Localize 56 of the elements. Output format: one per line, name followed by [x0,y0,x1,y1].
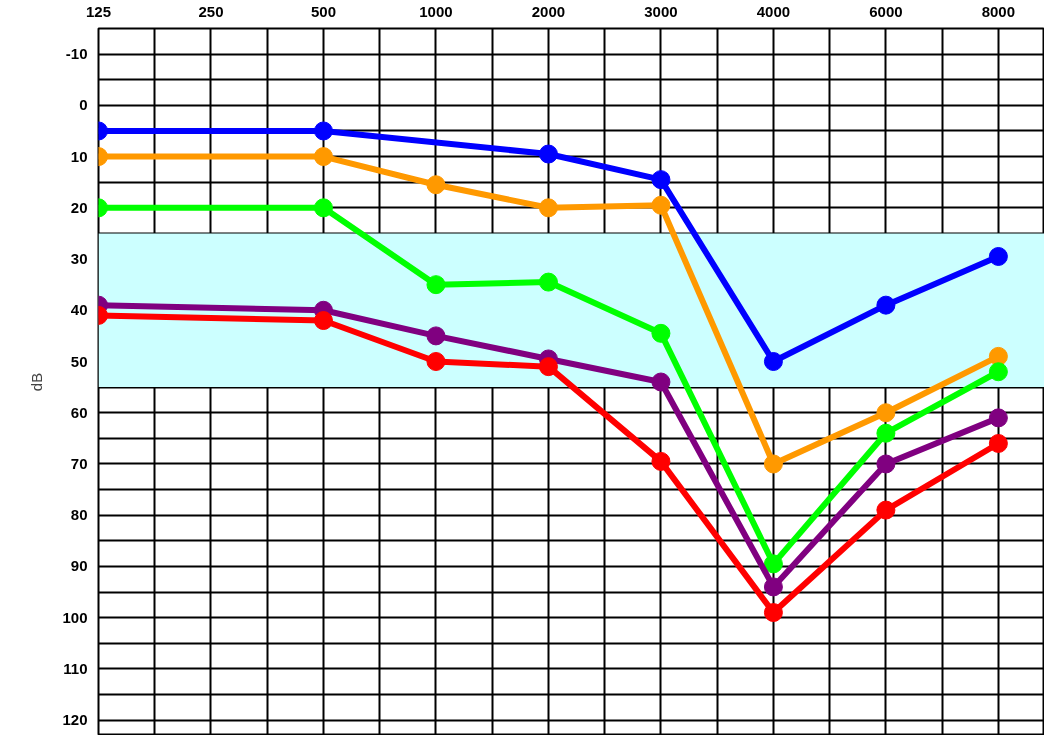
y-tick-label: 0 [79,96,88,114]
y-tick-label: 10 [70,147,88,165]
point [651,451,671,471]
point [763,554,783,574]
y-tick-label: -10 [65,45,88,63]
point [313,121,333,141]
point [651,195,671,215]
point [313,147,333,167]
point [876,295,896,315]
point [313,198,333,218]
point [876,423,896,443]
y-tick-label: 60 [70,403,88,421]
x-tick-label: 500 [310,2,336,20]
y-tick-label: 40 [70,301,88,319]
point [988,247,1008,266]
y-tick-label: 70 [70,454,88,472]
point [763,454,783,474]
point [763,352,783,371]
y-tick-label: 120 [62,711,88,729]
y-tick-label: 20 [70,198,88,216]
point [876,500,896,520]
point [651,372,671,392]
point [538,272,558,292]
x-tick-label: 8000 [981,2,1016,20]
x-tick-label: 4000 [756,2,791,20]
point [426,352,446,371]
y-tick-label: 80 [70,506,88,524]
point [426,175,446,195]
y-axis-title: dB [28,372,46,392]
point [988,408,1008,428]
point [988,362,1008,382]
x-tick-label: 250 [198,2,224,20]
point [538,357,558,377]
point [763,577,783,597]
x-tick-label: 125 [85,2,112,20]
point [426,326,446,346]
point [538,144,558,164]
point [651,170,671,190]
y-tick-label: 90 [70,557,88,575]
x-tick-label: 3000 [644,2,678,20]
point [538,198,558,218]
point [426,275,446,295]
y-tick-label: 110 [63,659,88,677]
point [988,434,1008,453]
point [651,323,671,343]
x-tick-label: 6000 [869,2,903,20]
y-tick-label: 100 [62,608,88,626]
point [876,403,896,423]
y-tick-label: 50 [70,352,88,370]
x-tick-label: 1000 [419,2,453,20]
x-tick-label: 2000 [531,2,566,20]
point [313,311,333,330]
point [763,603,783,623]
point [988,346,1008,366]
point [876,454,896,474]
y-tick-label: 30 [70,250,88,268]
